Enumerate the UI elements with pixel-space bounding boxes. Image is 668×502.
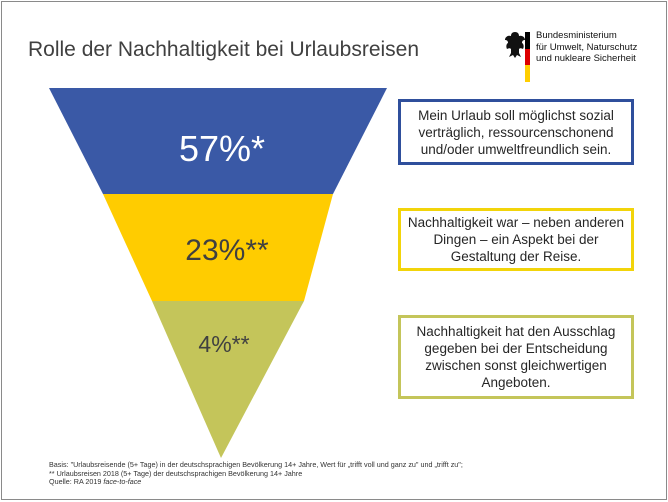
description-box-middle: Nachhaltigkeit war – neben anderen Dinge… [398, 208, 634, 271]
flag-black-band [525, 32, 530, 49]
ministry-logo: Bundesministerium für Umwelt, Naturschut… [500, 28, 660, 88]
description-text-top: Mein Urlaub soll möglichst sozial verträ… [418, 107, 614, 157]
footnote-basis: Basis: "Urlaubsreisende (5+ Tage) in der… [49, 460, 463, 469]
funnel-segment-middle [103, 194, 333, 301]
source-method: face-to-face [103, 477, 142, 487]
federal-eagle-icon [505, 32, 525, 58]
ministry-line-3: und nukleare Sicherheit [536, 53, 636, 64]
funnel-segment-bottom [152, 301, 304, 458]
funnel-value-top: 57%* [178, 128, 266, 169]
footnote-source: Quelle: RA 2019 face-to-face [49, 477, 463, 487]
funnel-segment-top [49, 88, 387, 194]
description-text-bottom: Nachhaltigkeit hat den Ausschlag gegeben… [416, 324, 616, 390]
page-title: Rolle der Nachhaltigkeit bei Urlaubsreis… [28, 38, 420, 61]
flag-gold-band [525, 65, 530, 82]
ministry-line-1: Bundesministerium [536, 30, 617, 41]
funnel-value-bottom: 4%** [198, 331, 250, 357]
source-prefix: Quelle: RA 2019 [49, 477, 104, 487]
footnote-trips: ** Urlaubsreisen 2018 (5+ Tage) der deut… [49, 468, 303, 478]
ministry-name: Bundesministerium für Umwelt, Naturschut… [536, 30, 637, 65]
description-box-top: Mein Urlaub soll möglichst sozial verträ… [398, 99, 634, 165]
flag-red-band [525, 48, 530, 66]
german-flag-stripe [525, 32, 530, 82]
footnote: Basis: "Urlaubsreisende (5+ Tage) in der… [49, 460, 463, 487]
ministry-line-2: für Umwelt, Naturschutz [536, 41, 638, 53]
description-text-middle: Nachhaltigkeit war – neben anderen Dinge… [407, 215, 625, 264]
funnel-value-middle: 23%** [185, 234, 269, 267]
description-box-bottom: Nachhaltigkeit hat den Ausschlag gegeben… [398, 315, 634, 399]
